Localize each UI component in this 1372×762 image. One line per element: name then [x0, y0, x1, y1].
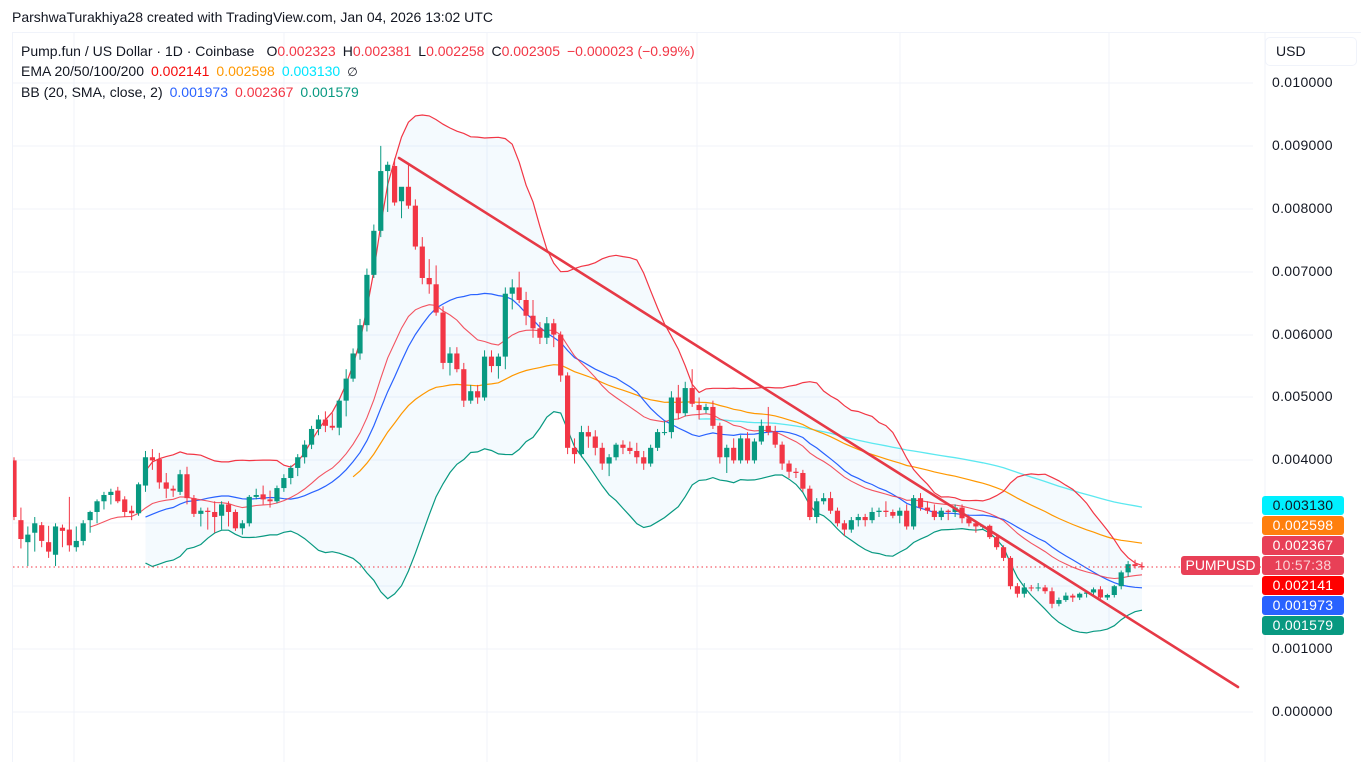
high-value: 0.002381 [352, 43, 412, 59]
close-label: C [491, 43, 502, 59]
y-tick: 0.006000 [1272, 326, 1333, 342]
bb-lower-value: 0.001579 [300, 84, 359, 100]
ema100-value: 0.003130 [281, 63, 341, 79]
chart-pane[interactable] [12, 32, 1361, 762]
legend: Pump.fun / US Dollar · 1D · Coinbase O 0.… [21, 41, 695, 102]
ema50-value: 0.002598 [216, 63, 275, 79]
ema100-price-badge: 0.003130 [1262, 496, 1344, 515]
y-tick: 0.008000 [1272, 200, 1333, 216]
chart-credit: ParshwaTurakhiya28 created with TradingV… [12, 9, 493, 25]
y-tick: 0.005000 [1272, 388, 1333, 404]
bb-label[interactable]: BB (20, SMA, close, 2) [21, 84, 163, 100]
ema20-value: 0.002141 [151, 63, 210, 79]
y-tick: 0.000000 [1272, 703, 1333, 719]
price-plot[interactable] [13, 33, 1361, 762]
low-value: 0.002258 [426, 43, 485, 59]
close-value: 0.002305 [501, 43, 560, 59]
empty-set-icon: ∅ [347, 65, 358, 79]
change-value: −0.000023 (−0.99%) [567, 43, 695, 59]
bb-upper-value: 0.002367 [235, 84, 294, 100]
currency-unit-button[interactable]: USD [1266, 38, 1356, 65]
low-label: L [418, 43, 427, 59]
ema20-price-badge: 0.002141 [1262, 576, 1344, 595]
ema-label[interactable]: EMA 20/50/100/200 [21, 63, 144, 79]
bb-lower-price-badge: 0.001579 [1262, 616, 1344, 635]
y-tick: 0.009000 [1272, 137, 1333, 153]
ema50-price-badge: 0.002598 [1262, 516, 1344, 535]
legend-bb-row: BB (20, SMA, close, 2) 0.001973 0.002367… [21, 82, 695, 102]
y-tick: 0.010000 [1272, 74, 1333, 90]
bb-basis-value: 0.001973 [169, 84, 229, 100]
countdown-badge: 10:57:38 [1262, 556, 1344, 575]
open-label: O [266, 43, 278, 59]
y-tick: 0.001000 [1272, 640, 1333, 656]
y-tick: 0.007000 [1272, 263, 1333, 279]
symbol-title[interactable]: Pump.fun / US Dollar · 1D · Coinbase [21, 43, 255, 59]
legend-symbol-row: Pump.fun / US Dollar · 1D · Coinbase O 0.… [21, 41, 695, 61]
high-label: H [342, 43, 353, 59]
symbol-price-badge: PUMPUSD [1181, 556, 1260, 575]
bb-upper-price-badge: 0.002367 [1262, 536, 1344, 555]
open-value: 0.002323 [277, 43, 336, 59]
y-tick: 0.004000 [1272, 451, 1333, 467]
legend-ema-row: EMA 20/50/100/200 0.002141 0.002598 0.00… [21, 61, 695, 82]
bb-basis-price-badge: 0.001973 [1262, 596, 1344, 615]
